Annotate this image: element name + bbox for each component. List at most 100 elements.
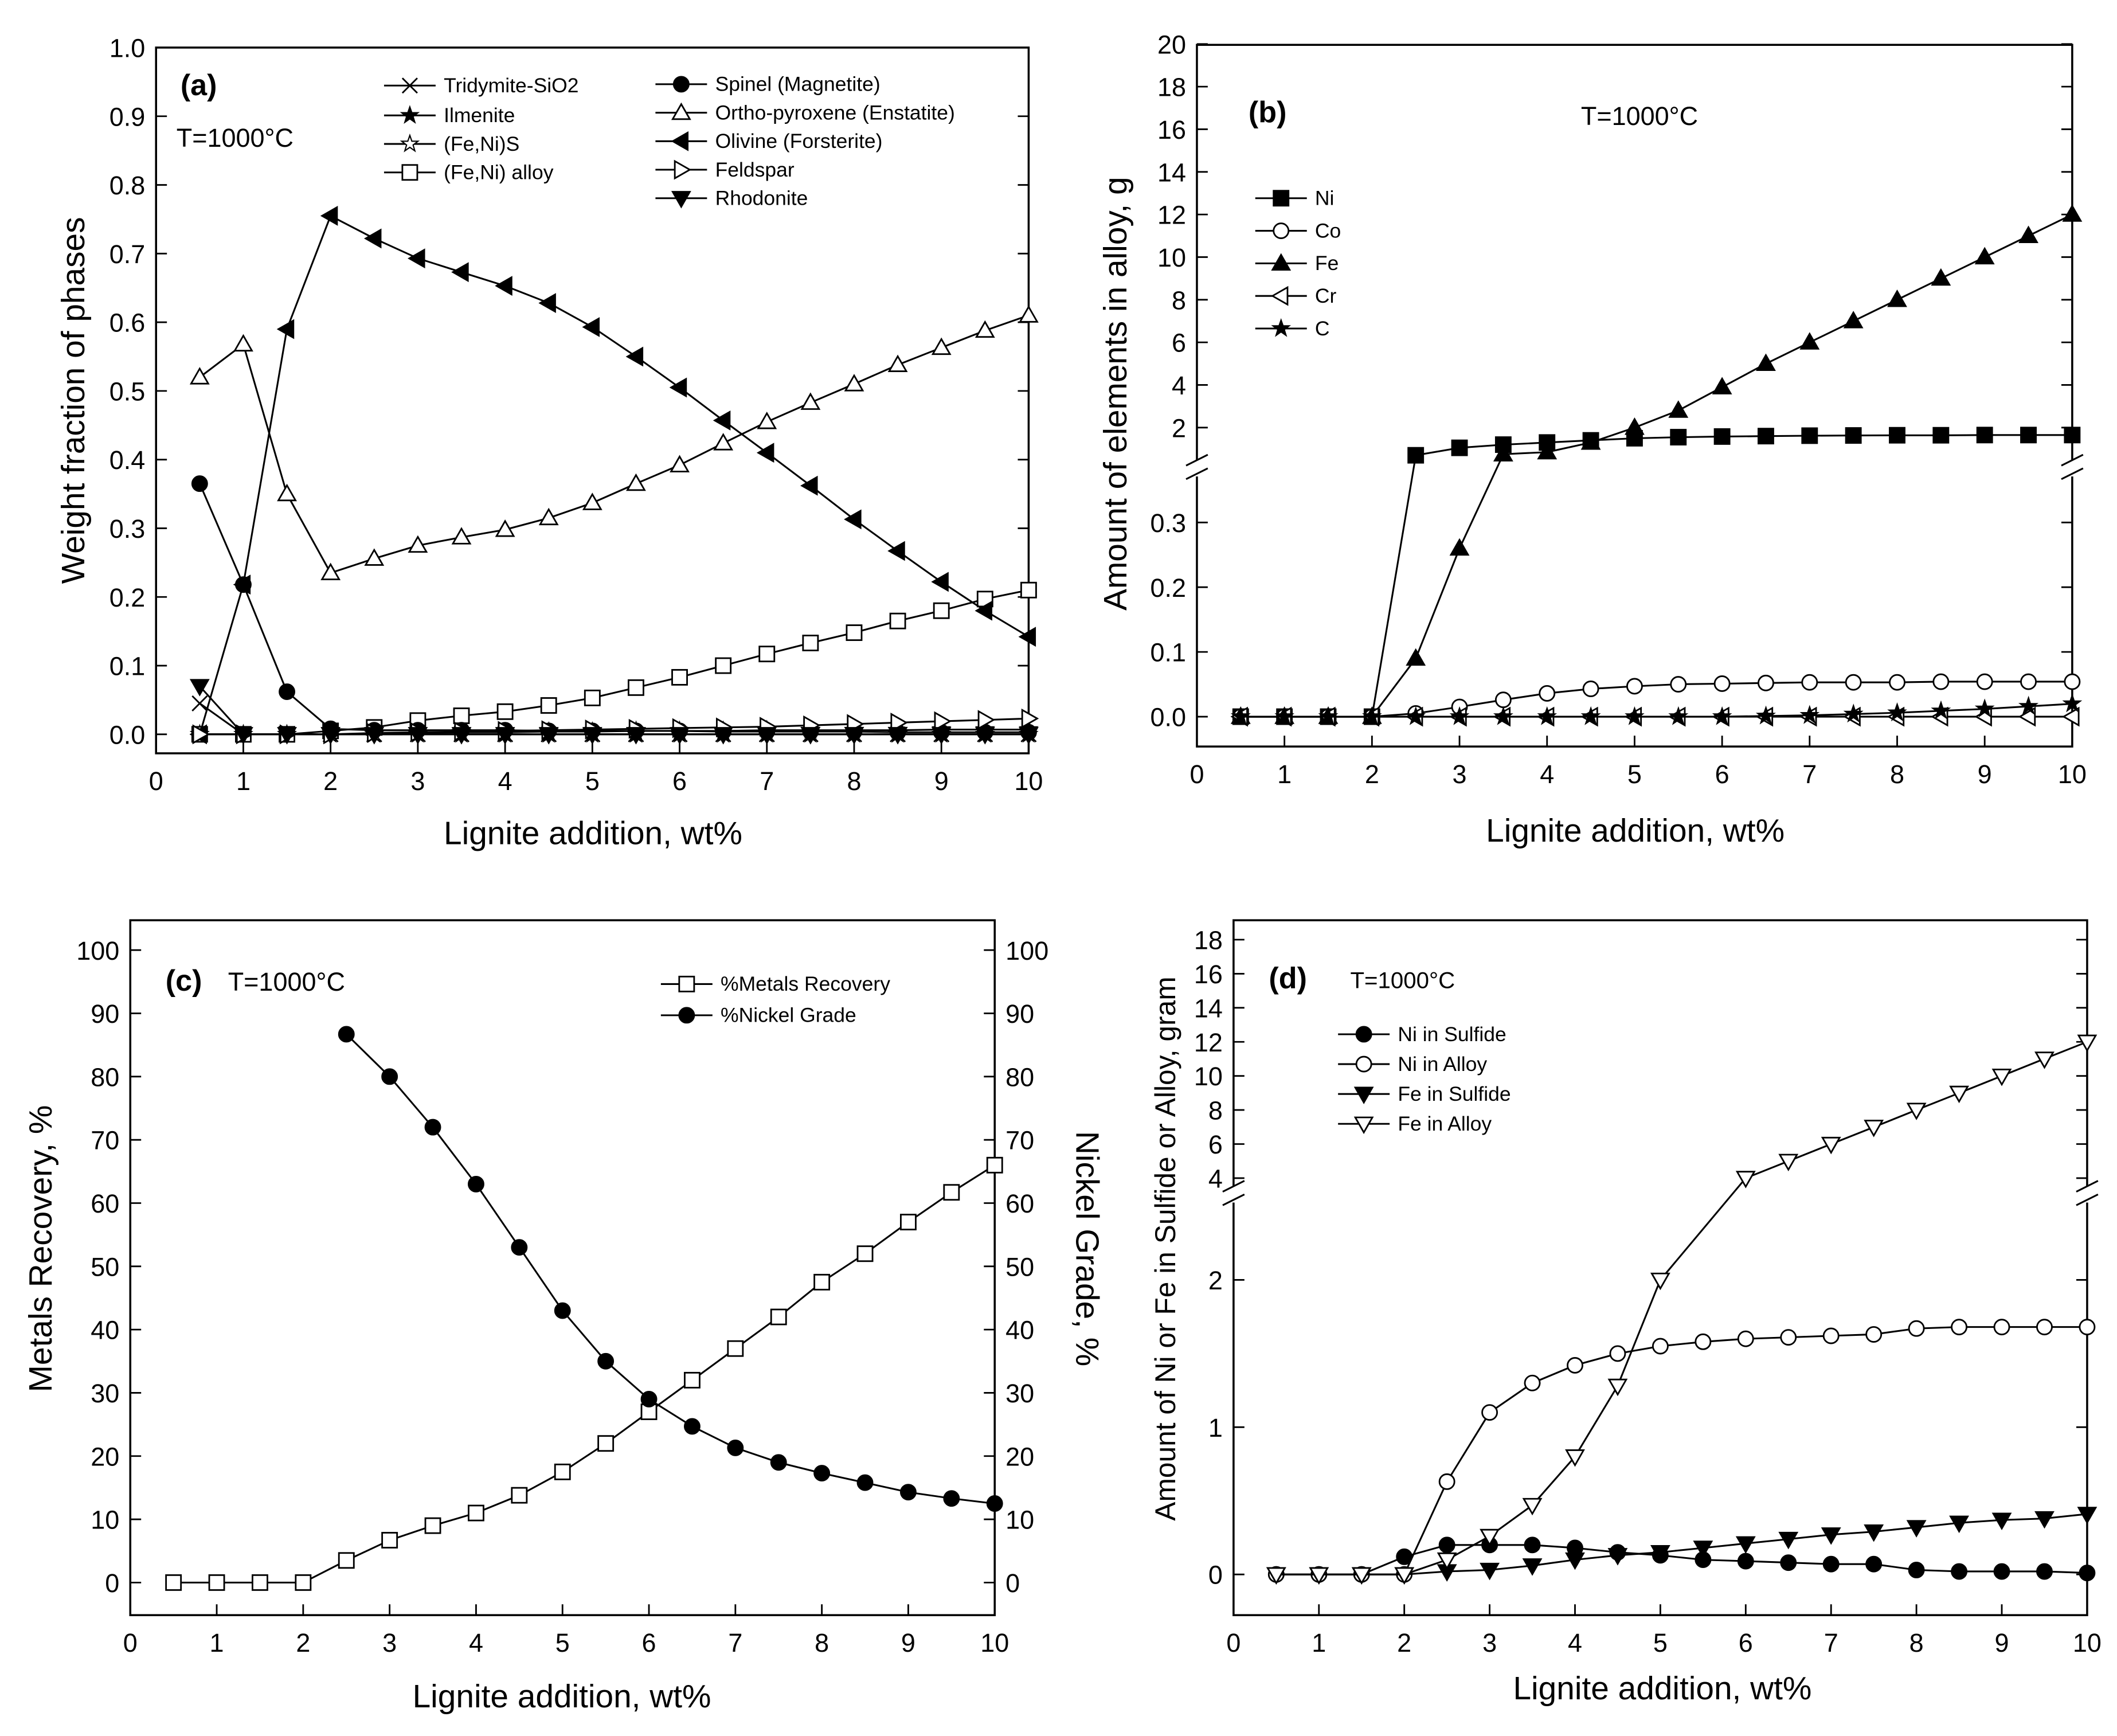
data-point <box>1906 1520 1927 1538</box>
data-point <box>1712 377 1732 394</box>
y-tick-label: 14 <box>1194 994 1223 1023</box>
x-tick-label: 10 <box>1014 767 1043 796</box>
data-point <box>1864 1120 1884 1137</box>
panel-d: (d) T=1000°C Lignite addition, wt% Amoun… <box>1149 919 2102 1707</box>
x-tick-label: 5 <box>1627 760 1642 789</box>
data-point <box>2062 693 2083 713</box>
series-line <box>1276 1513 2088 1575</box>
legend-marker <box>401 77 418 94</box>
legend-label: Co <box>1315 219 1341 242</box>
x-tick-label: 4 <box>498 767 512 796</box>
plot-frame <box>129 919 996 1616</box>
x-tick-label: 1 <box>1277 760 1292 789</box>
data-point <box>1993 1319 2010 1336</box>
data-point <box>451 527 472 545</box>
data-point <box>1406 706 1426 725</box>
data-point <box>233 334 253 352</box>
x-tick-label: 7 <box>1802 760 1817 789</box>
data-point <box>540 697 557 714</box>
data-point <box>1951 1563 1968 1580</box>
series-rhodonite <box>189 679 1039 745</box>
data-point <box>1522 1498 1543 1516</box>
y-right-tick-label: 100 <box>1005 936 1048 965</box>
data-point <box>191 475 208 492</box>
panel-d-annotation: T=1000°C <box>1350 968 1455 994</box>
series-spinel-magnetite- <box>191 475 1037 741</box>
series-c <box>1230 693 2083 725</box>
x-tick-label: 0 <box>149 767 163 796</box>
x-tick-label: 8 <box>815 1628 829 1657</box>
data-point <box>424 1517 441 1534</box>
y-tick-label: 0.9 <box>109 102 146 131</box>
y-tick-label: 16 <box>1157 115 1186 144</box>
data-point <box>1931 268 1951 286</box>
x-tick-label: 6 <box>642 1628 656 1657</box>
data-point <box>277 727 297 745</box>
x-tick-label: 5 <box>585 767 600 796</box>
legend-entry: Ortho-pyroxene (Enstatite) <box>655 101 955 124</box>
data-point <box>165 1574 182 1591</box>
data-point <box>364 548 385 566</box>
data-point <box>1887 289 1907 307</box>
y-tick-label: 6 <box>1172 329 1186 358</box>
data-point <box>1993 1563 2010 1580</box>
data-point <box>670 455 690 472</box>
legend-label: (Fe,Ni)S <box>444 132 519 155</box>
panel-a-annotation: T=1000°C <box>177 123 294 153</box>
data-point <box>191 695 208 711</box>
panel-c-ylabel-right: Nickel Grade, % <box>1069 1131 1105 1366</box>
legend-marker <box>401 164 418 181</box>
x-tick-label: 9 <box>901 1628 915 1657</box>
data-point <box>1799 332 1820 350</box>
data-point <box>1931 700 1951 720</box>
series-ortho-pyroxene-enstatite- <box>189 305 1039 580</box>
series-fe-in-alloy <box>1266 1034 2098 1585</box>
legend-label: Fe in Sulfide <box>1398 1082 1511 1105</box>
legend-marker <box>672 76 690 93</box>
data-point <box>277 483 297 502</box>
axis-break-mark <box>1185 453 1208 480</box>
legend-entry: Tridymite-SiO2 <box>384 74 579 97</box>
data-point <box>943 1490 960 1507</box>
legend-marker <box>1355 1026 1372 1043</box>
y-tick-label: 2 <box>1172 413 1186 443</box>
legend-marker <box>678 1007 695 1024</box>
data-point <box>640 1391 658 1407</box>
data-point <box>800 392 821 410</box>
series-olivine-forsterite- <box>189 206 1036 745</box>
data-point <box>1537 441 1558 460</box>
legend-marker <box>1353 1086 1374 1104</box>
data-point <box>320 562 341 580</box>
legend-entry: (Fe,Ni)S <box>384 132 519 155</box>
y-tick-label: 0.4 <box>109 445 146 475</box>
y-tick-label: 80 <box>91 1062 119 1092</box>
legend-marker <box>678 975 695 992</box>
data-point <box>1821 1527 1841 1545</box>
data-point <box>1908 1320 1925 1337</box>
data-point <box>1780 1554 1797 1571</box>
series-line <box>346 1033 995 1505</box>
data-point <box>582 317 600 337</box>
data-point <box>931 337 952 355</box>
legend-label: Tridymite-SiO2 <box>444 74 578 97</box>
panel-b-ylabel: Amount of elements in alloy, g <box>1098 177 1134 611</box>
data-point <box>424 1119 441 1136</box>
series-ni-in-alloy <box>1267 1319 2096 1583</box>
data-point <box>626 473 646 491</box>
data-point <box>627 679 644 696</box>
x-tick-label: 5 <box>555 1628 570 1657</box>
data-point <box>495 519 515 537</box>
data-point <box>1480 1562 1500 1581</box>
data-point <box>770 1308 787 1326</box>
panel-b-xlabel: Lignite addition, wt% <box>1486 813 1785 849</box>
series-fe <box>1230 204 2083 724</box>
x-tick-label: 8 <box>1909 1628 1924 1657</box>
data-point <box>943 1184 960 1201</box>
data-point <box>934 711 952 732</box>
y-tick-label: 0.0 <box>109 720 146 749</box>
data-point <box>1712 706 1732 725</box>
y-tick-label: 100 <box>76 936 119 965</box>
data-point <box>554 1463 571 1480</box>
legend-marker <box>400 105 420 124</box>
data-point <box>408 248 425 269</box>
